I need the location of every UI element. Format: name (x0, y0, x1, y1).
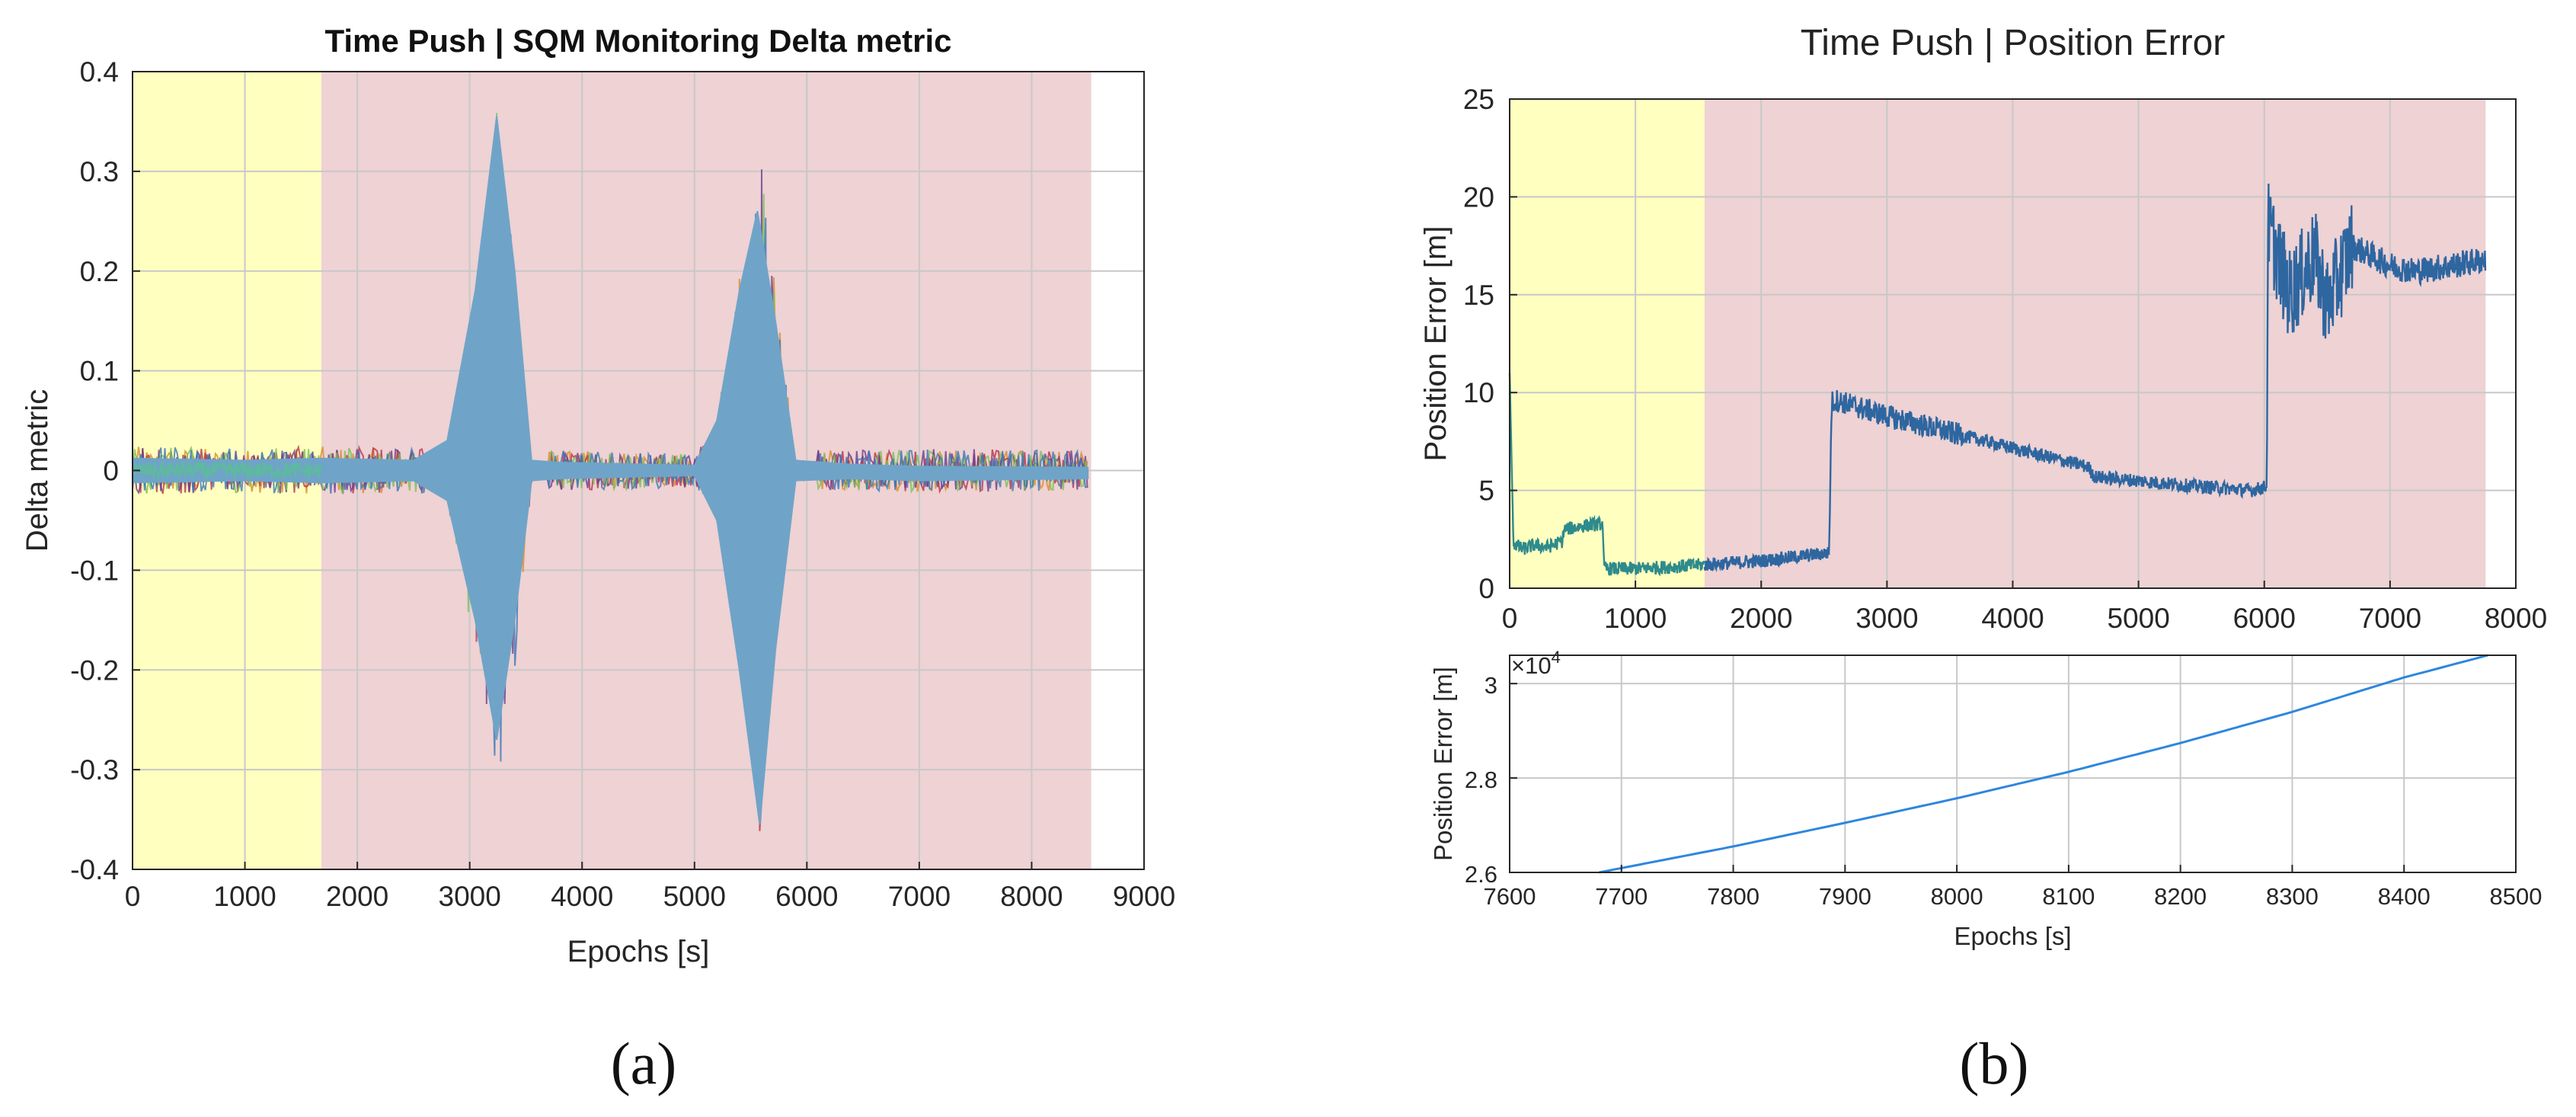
y-tick-label: 2.8 (1465, 767, 1497, 793)
axes-frame (1509, 655, 2517, 873)
x-tick-label: 0 (1502, 603, 1518, 634)
x-tick-label: 4000 (1981, 603, 2044, 634)
y-tick-label: 0.4 (80, 56, 119, 88)
chart-b-bottom-ylabel: Position Error [m] (1429, 667, 1457, 861)
x-tick-label: 1000 (1604, 603, 1667, 634)
x-tick-label: 8500 (2490, 883, 2542, 910)
x-tick-label: 7700 (1595, 883, 1648, 910)
chart-a-data (132, 113, 1089, 831)
x-tick-label: 2000 (1730, 603, 1792, 634)
x-tick-label: 8200 (2154, 883, 2207, 910)
chart-b-top-title: Time Push | Position Error (1801, 23, 2226, 63)
x-tick-label: 7600 (1484, 883, 1536, 910)
y-tick-label: -0.1 (70, 555, 119, 586)
y-tick-label: 0 (103, 456, 119, 487)
x-tick-label: 6000 (2233, 603, 2296, 634)
chart-b-top-ylabel: Position Error [m] (1419, 226, 1453, 462)
position-error-attack-line (1703, 183, 2487, 572)
x-tick-label: 1000 (213, 881, 276, 912)
x-tick-label: 2000 (326, 881, 388, 912)
x-tick-label: 7800 (1707, 883, 1759, 910)
panel-label-b: (b) (1960, 1030, 2029, 1096)
delta-metric-envelope (132, 116, 1089, 825)
y-tick-label: 10 (1463, 377, 1494, 408)
x-tick-label: 4000 (551, 881, 613, 912)
y-tick-label: -0.4 (70, 854, 119, 885)
x-tick-label: 8000 (2485, 603, 2547, 634)
delta-nominal-series (132, 461, 322, 482)
chart-a-ylabel: Delta metric (21, 389, 54, 552)
y-tick-label: 25 (1463, 84, 1494, 115)
y-tick-label: 0.3 (80, 156, 119, 187)
chart-b-top: 0 1000 2000 3000 4000 5000 6000 7000 8000 0 5 10 15 2… (1419, 23, 2547, 634)
chart-a: 0 1000 2000 3000 4000 5000 6000 7000 8000 9000 -0.… (21, 23, 1175, 968)
y-tick-label: 2.6 (1465, 861, 1497, 888)
chart-b-top-regions (1510, 99, 2486, 588)
x-tick-label: 5000 (2107, 603, 2169, 634)
x-tick-label: 8000 (1000, 881, 1063, 912)
region-attack (1704, 99, 2486, 588)
chart-a-title: Time Push | SQM Monitoring Delta metric (324, 23, 951, 59)
y-tick-label: 0 (1478, 573, 1494, 604)
x-tick-label: 7900 (1819, 883, 1871, 910)
exponent-base: ×10 (1511, 652, 1552, 679)
x-tick-label: 3000 (439, 881, 501, 912)
chart-b-bottom: 7600 7700 7800 7900 8000 8100 8200 8300 8400 8500… (1429, 648, 2542, 950)
x-tick-label: 6000 (775, 881, 838, 912)
y-tick-label: 20 (1463, 181, 1494, 213)
y-tick-label: 3 (1485, 672, 1497, 699)
position-error-nominal-line (1508, 373, 1705, 577)
exponent-power: 4 (1552, 648, 1561, 667)
chart-b-bottom-data (1599, 654, 2488, 874)
x-tick-label: 8100 (2042, 883, 2095, 910)
chart-b-bottom-exponent: ×104 (1511, 648, 1561, 679)
panel-label-a: (a) (611, 1030, 677, 1096)
y-tick-label: 0.2 (80, 256, 119, 287)
y-tick-label: 5 (1478, 475, 1494, 507)
y-tick-label: 0.1 (80, 356, 119, 387)
region-nominal (1510, 99, 1705, 588)
chart-a-xlabel: Epochs [s] (567, 935, 710, 968)
x-tick-label: 8000 (1931, 883, 1983, 910)
x-tick-label: 3000 (1855, 603, 1918, 634)
x-tick-label: 7000 (2359, 603, 2421, 634)
x-tick-label: 5000 (663, 881, 726, 912)
chart-b-bottom-xlabel: Epochs [s] (1954, 922, 2071, 950)
chart-b-bottom-grid (1509, 655, 2517, 873)
x-tick-label: 8400 (2378, 883, 2431, 910)
y-tick-label: -0.3 (70, 754, 119, 786)
y-tick-label: -0.2 (70, 655, 119, 686)
x-tick-label: 0 (125, 881, 141, 912)
chart-b-bottom-axes: 7600 7700 7800 7900 8000 8100 8200 8300 8400 8500… (1465, 655, 2542, 910)
position-error-extended-line (1599, 654, 2488, 874)
x-tick-label: 8300 (2266, 883, 2319, 910)
chart-b-top-axes: 0 1000 2000 3000 4000 5000 6000 7000 8000 0 5 10 15 2… (1463, 84, 2547, 634)
chart-b-top-data (1508, 183, 2487, 577)
x-tick-label: 9000 (1113, 881, 1175, 912)
y-tick-label: 15 (1463, 280, 1494, 311)
chart-a-axes: 0 1000 2000 3000 4000 5000 6000 7000 8000 9000 -0.… (70, 56, 1175, 912)
x-tick-label: 7000 (888, 881, 951, 912)
